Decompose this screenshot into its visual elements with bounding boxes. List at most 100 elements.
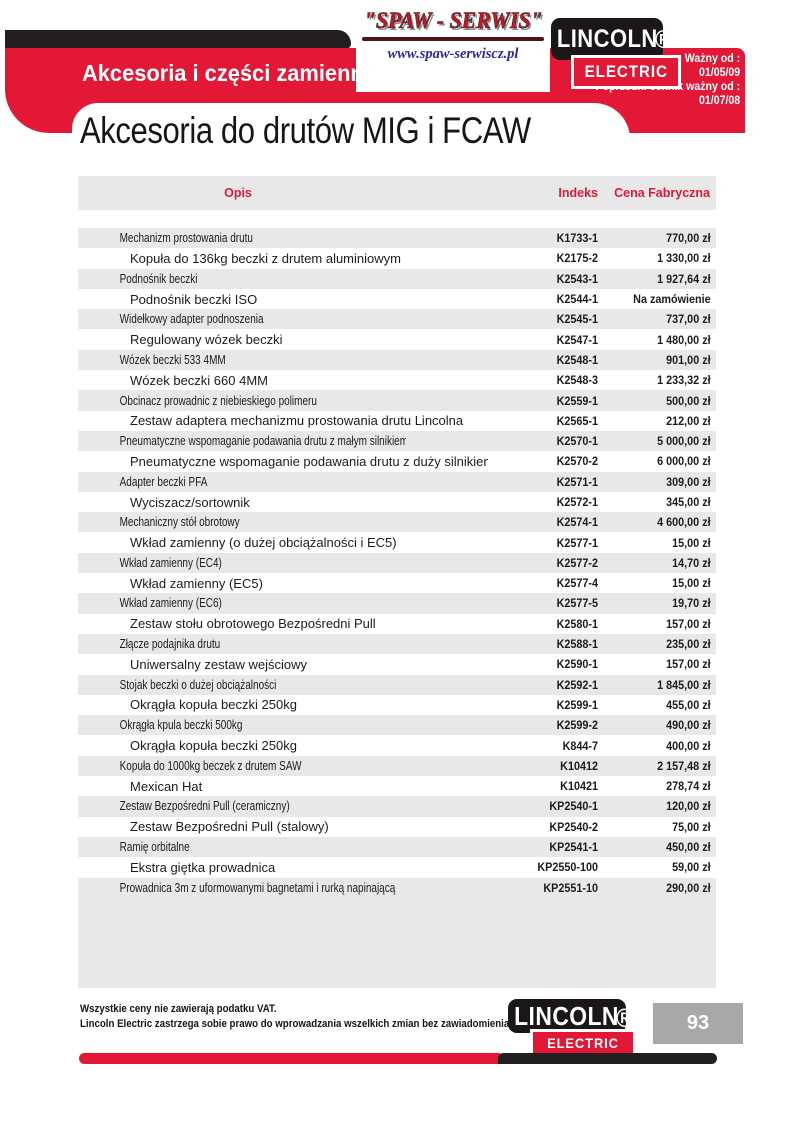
row-description: Adapter beczki PFA bbox=[119, 474, 208, 489]
table-row: Regulowany wózek beczki K2547-1 1 480,00… bbox=[78, 329, 716, 350]
spaw-serwis-logo: "SPAW - SERWIS" www.spaw-serwiscz.pl bbox=[356, 2, 550, 92]
lincoln-wordmark: LINCOLN bbox=[514, 1000, 620, 1031]
table-row: Wózek beczki 533 4MM K2548-1 901,00 zł bbox=[78, 349, 716, 371]
row-index: K2572-1 bbox=[556, 495, 598, 509]
table-row: Podnośnik beczki ISO K2544-1 Na zamówien… bbox=[78, 288, 716, 310]
table-row: Kopuła do 1000kg beczek z drutem SAW K10… bbox=[78, 755, 716, 777]
table-row: Adapter beczki PFA K2571-1 309,00 zł bbox=[78, 471, 716, 492]
row-price: 309,00 zł bbox=[666, 474, 711, 489]
spaw-serwis-url: www.spaw-serwiscz.pl bbox=[387, 46, 519, 62]
table-row: Wkład zamienny (EC5) K2577-4 15,00 zł bbox=[78, 573, 716, 594]
row-description: Złącze podajnika drutu bbox=[119, 637, 221, 652]
row-price: 14,70 zł bbox=[672, 555, 711, 570]
row-price: 1 845,00 zł bbox=[657, 677, 711, 692]
table-row: Wkład zamienny (EC6) K2577-5 19,70 zł bbox=[78, 593, 716, 614]
table-row: Pneumatyczne wspomaganie podawania drutu… bbox=[78, 451, 716, 472]
table-row: Zestaw stołu obrotowego Bezpośredni Pull… bbox=[78, 613, 716, 634]
table-row: Okrągła kpula beczki 500kg K2599-2 490,0… bbox=[78, 715, 716, 736]
table-row: Stojak beczki o dużej obciążalności K259… bbox=[78, 674, 716, 695]
row-index: K2559-1 bbox=[556, 393, 598, 408]
table-row: Zestaw adaptera mechanizmu prostowania d… bbox=[78, 410, 716, 431]
row-description: Prowadnica 3m z uformowanymi bagnetami i… bbox=[119, 880, 396, 895]
row-description: Mexican Hat bbox=[130, 778, 203, 794]
table-row: Zestaw Bezpośredni Pull (ceramiczny) KP2… bbox=[78, 796, 716, 817]
row-index: KP2541-1 bbox=[549, 840, 598, 855]
row-index: K2570-1 bbox=[556, 434, 598, 449]
electric-wordmark-box: ELECTRIC bbox=[571, 55, 681, 89]
row-description: Ramię orbitalne bbox=[119, 840, 190, 855]
row-index: K2565-1 bbox=[556, 413, 598, 428]
row-description: Wózek beczki 660 4MM bbox=[130, 372, 268, 388]
table-row: Prowadnica 3m z uformowanymi bagnetami i… bbox=[78, 877, 716, 898]
changes-note: Lincoln Electric zastrzega sobie prawo d… bbox=[80, 1018, 512, 1030]
row-price: 1 927,64 zł bbox=[657, 271, 711, 286]
row-price: 120,00 zł bbox=[666, 799, 711, 814]
row-price: 235,00 zł bbox=[666, 637, 711, 652]
row-index: K2571-1 bbox=[556, 474, 598, 489]
row-price: 737,00 zł bbox=[666, 312, 711, 327]
row-price: 1 330,00 zł bbox=[657, 251, 711, 266]
row-index: K10421 bbox=[560, 779, 598, 794]
row-description: Wózek beczki 533 4MM bbox=[119, 352, 226, 367]
row-description: Wkład zamienny (EC6) bbox=[119, 596, 222, 611]
previous-pricelist-date: 01/07/08 bbox=[698, 95, 740, 107]
table-row: Uniwersalny zestaw wejściowy K2590-1 157… bbox=[78, 654, 716, 675]
table-rows: Mechanizm prostowania drutu K1733-1 770,… bbox=[78, 228, 716, 898]
page-number-badge: 93 bbox=[653, 1003, 743, 1044]
table-row: Podnośnik beczki K2543-1 1 927,64 zł bbox=[78, 268, 716, 289]
table-bottom-filler bbox=[78, 897, 716, 988]
lincoln-electric-logo-top: LINCOLN ® ELECTRIC bbox=[551, 18, 681, 89]
section-title: Akcesoria i części zamienne bbox=[82, 60, 376, 86]
row-index: KP2551-10 bbox=[543, 880, 598, 895]
row-description: Okrągła kopuła beczki 250kg bbox=[130, 697, 297, 713]
row-price: 450,00 zł bbox=[666, 840, 711, 855]
row-index: KP2550-100 bbox=[537, 860, 598, 875]
valid-from-date: 01/05/09 bbox=[698, 67, 740, 79]
table-row: Złącze podajnika drutu K2588-1 235,00 zł bbox=[78, 633, 716, 655]
row-price: 4 600,00 zł bbox=[657, 515, 711, 530]
row-description: Widełkowy adapter podnoszenia bbox=[119, 312, 264, 327]
row-index: K10412 bbox=[560, 758, 598, 773]
table-row: Ekstra giętka prowadnica KP2550-100 59,0… bbox=[78, 857, 716, 878]
table-row: Mechanizm prostowania drutu K1733-1 770,… bbox=[78, 228, 716, 249]
row-description: Zestaw adaptera mechanizmu prostowania d… bbox=[130, 413, 464, 429]
row-description: Okrągła kopuła beczki 250kg bbox=[130, 738, 297, 754]
table-row: Wkład zamienny (EC4) K2577-2 14,70 zł bbox=[78, 552, 716, 574]
table-row: Mechaniczny stół obrotowy K2574-1 4 600,… bbox=[78, 512, 716, 533]
column-header-price: Cena Fabryczna bbox=[614, 186, 710, 200]
row-index: K2548-3 bbox=[556, 373, 598, 388]
row-index: K2544-1 bbox=[556, 292, 598, 307]
table-row: Okrągła kopuła beczki 250kg K844-7 400,0… bbox=[78, 735, 716, 756]
row-price: 157,00 zł bbox=[666, 657, 711, 672]
price-table: Opis Indeks Cena Fabryczna Mechanizm pro… bbox=[78, 176, 716, 988]
row-index: K2588-1 bbox=[556, 637, 598, 652]
row-description: Wyciszacz/sortownik bbox=[130, 494, 250, 510]
row-index: K1733-1 bbox=[556, 231, 598, 246]
row-description: Uniwersalny zestaw wejściowy bbox=[130, 656, 307, 672]
footer-disclaimer: Wszystkie ceny nie zawierają podatku VAT… bbox=[80, 1002, 512, 1032]
row-description: Zestaw Bezpośredni Pull (stalowy) bbox=[130, 819, 329, 835]
row-price: 6 000,00 zł bbox=[657, 454, 711, 469]
row-price: Na zamówienie bbox=[633, 292, 711, 307]
lincoln-wordmark-box: LINCOLN ® bbox=[551, 18, 671, 60]
row-price: 400,00 zł bbox=[666, 738, 711, 753]
row-price: 770,00 zł bbox=[666, 231, 711, 246]
vat-note: Wszystkie ceny nie zawierają podatku VAT… bbox=[80, 1003, 277, 1015]
row-index: K2577-1 bbox=[556, 535, 598, 550]
row-price: 15,00 zł bbox=[672, 576, 711, 591]
row-index: K2577-4 bbox=[556, 576, 598, 591]
row-price: 15,00 zł bbox=[672, 535, 711, 550]
row-price: 490,00 zł bbox=[666, 718, 711, 733]
row-description: Wkład zamienny (EC5) bbox=[130, 575, 263, 591]
row-description: Okrągła kpula beczki 500kg bbox=[119, 718, 243, 733]
electric-wordmark: ELECTRIC bbox=[547, 1035, 619, 1051]
top-black-strip bbox=[5, 30, 351, 49]
page-title: Akcesoria do drutów MIG i FCAW bbox=[80, 110, 531, 151]
electric-wordmark: ELECTRIC bbox=[584, 62, 668, 81]
table-row: Wkład zamienny (o dużej obciążalności i … bbox=[78, 532, 716, 553]
row-index: K2592-1 bbox=[556, 677, 598, 692]
row-index: KP2540-2 bbox=[549, 819, 598, 834]
row-price: 290,00 zł bbox=[666, 880, 711, 895]
row-price: 157,00 zł bbox=[666, 616, 711, 631]
